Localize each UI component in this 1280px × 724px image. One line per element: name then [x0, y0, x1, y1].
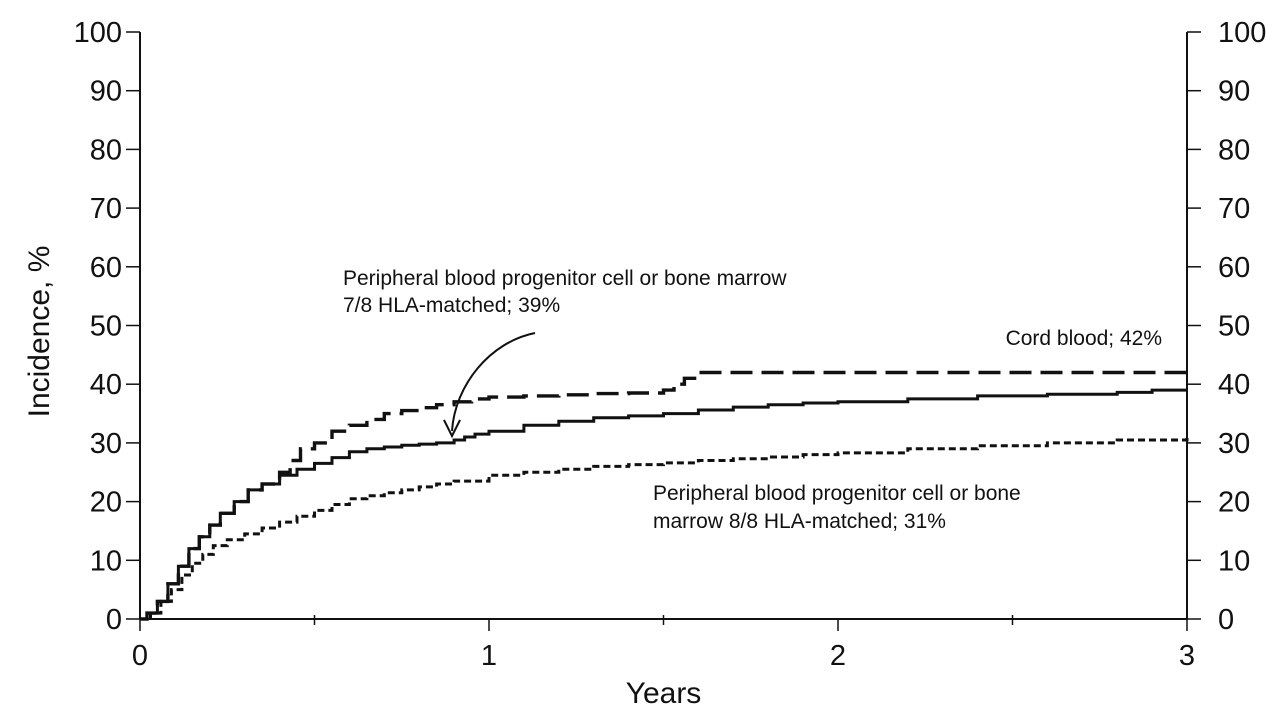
annotation-text-3: marrow 8/8 HLA-matched; 31% [653, 510, 946, 533]
y-tick-label-right: 100 [1218, 17, 1266, 49]
y-tick-label-left: 70 [90, 193, 122, 225]
axes: 0102030405060708090100010203040506070809… [74, 17, 1267, 672]
y-tick-label-left: 60 [90, 252, 122, 284]
y-tick-label-right: 60 [1218, 252, 1250, 284]
y-tick-label-right: 20 [1218, 487, 1250, 519]
x-tick-label: 0 [132, 640, 148, 672]
annotation-arrow [451, 332, 536, 432]
y-tick-label-left: 80 [90, 134, 122, 166]
x-tick-label: 1 [481, 640, 497, 672]
annotation-text-3: Peripheral blood progenitor cell or bone [653, 482, 1021, 505]
x-tick-label: 3 [1179, 640, 1195, 672]
x-tick-label: 2 [830, 640, 846, 672]
y-tick-label-left: 100 [74, 17, 122, 49]
y-tick-label-left: 10 [90, 545, 122, 577]
series-layer [140, 370, 1189, 621]
y-tick-label-left: 40 [90, 369, 122, 401]
y-tick-label-right: 10 [1218, 545, 1250, 577]
annotation-text-2: Cord blood; 42% [1006, 327, 1162, 350]
series-line-3 [140, 437, 1189, 621]
y-tick-label-left: 90 [90, 76, 122, 108]
y-axis-title: Incidence, % [23, 246, 56, 418]
y-tick-label-right: 70 [1218, 193, 1250, 225]
y-tick-label-right: 0 [1218, 604, 1234, 636]
annotation-arrowhead [443, 419, 461, 439]
x-axis-title: Years [626, 677, 702, 710]
annotation-text-1: Peripheral blood progenitor cell or bone… [343, 267, 787, 290]
y-tick-label-left: 50 [90, 311, 122, 343]
y-tick-label-right: 30 [1218, 428, 1250, 460]
series-line-2 [140, 388, 1187, 621]
y-tick-label-left: 20 [90, 487, 122, 519]
y-tick-label-right: 40 [1218, 369, 1250, 401]
y-tick-label-right: 50 [1218, 311, 1250, 343]
annotation-layer: Peripheral blood progenitor cell or bone… [343, 267, 1162, 533]
y-tick-label-right: 80 [1218, 134, 1250, 166]
y-tick-label-right: 90 [1218, 76, 1250, 108]
y-tick-label-left: 30 [90, 428, 122, 460]
annotation-text-1: 7/8 HLA-matched; 39% [343, 294, 560, 317]
y-tick-label-left: 0 [106, 604, 122, 636]
